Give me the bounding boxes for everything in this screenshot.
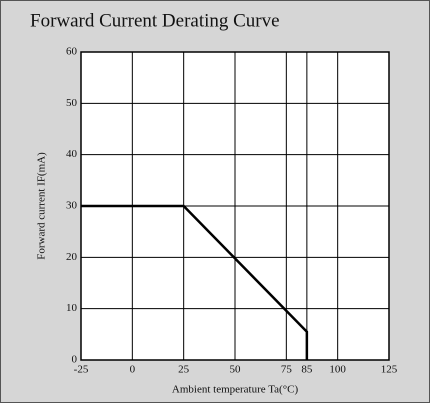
x-tick-label: 100 <box>329 364 346 376</box>
y-tick-label: 60 <box>66 46 78 58</box>
x-tick-label: 85 <box>301 364 313 376</box>
data-line <box>81 204 309 360</box>
y-tick-label: 50 <box>66 97 78 109</box>
chart-title: Forward Current Derating Curve <box>30 10 280 31</box>
x-tick-label: 125 <box>381 364 398 376</box>
y-tick-label: 40 <box>66 148 78 160</box>
x-tick-label: 25 <box>178 364 190 376</box>
y-tick-label: 30 <box>66 200 78 212</box>
x-tick-label: 50 <box>230 364 242 376</box>
y-axis-label: Forward current IF(mA) <box>36 152 48 260</box>
x-tick-label: 75 <box>281 364 293 376</box>
x-tick-label: 0 <box>130 364 136 376</box>
x-tick-label: -25 <box>74 364 89 376</box>
y-tick-label: 0 <box>72 354 78 366</box>
y-tick-label: 20 <box>66 251 78 263</box>
x-axis-label: Ambient temperature Ta(°C) <box>172 384 299 396</box>
y-tick-label: 10 <box>66 302 78 314</box>
